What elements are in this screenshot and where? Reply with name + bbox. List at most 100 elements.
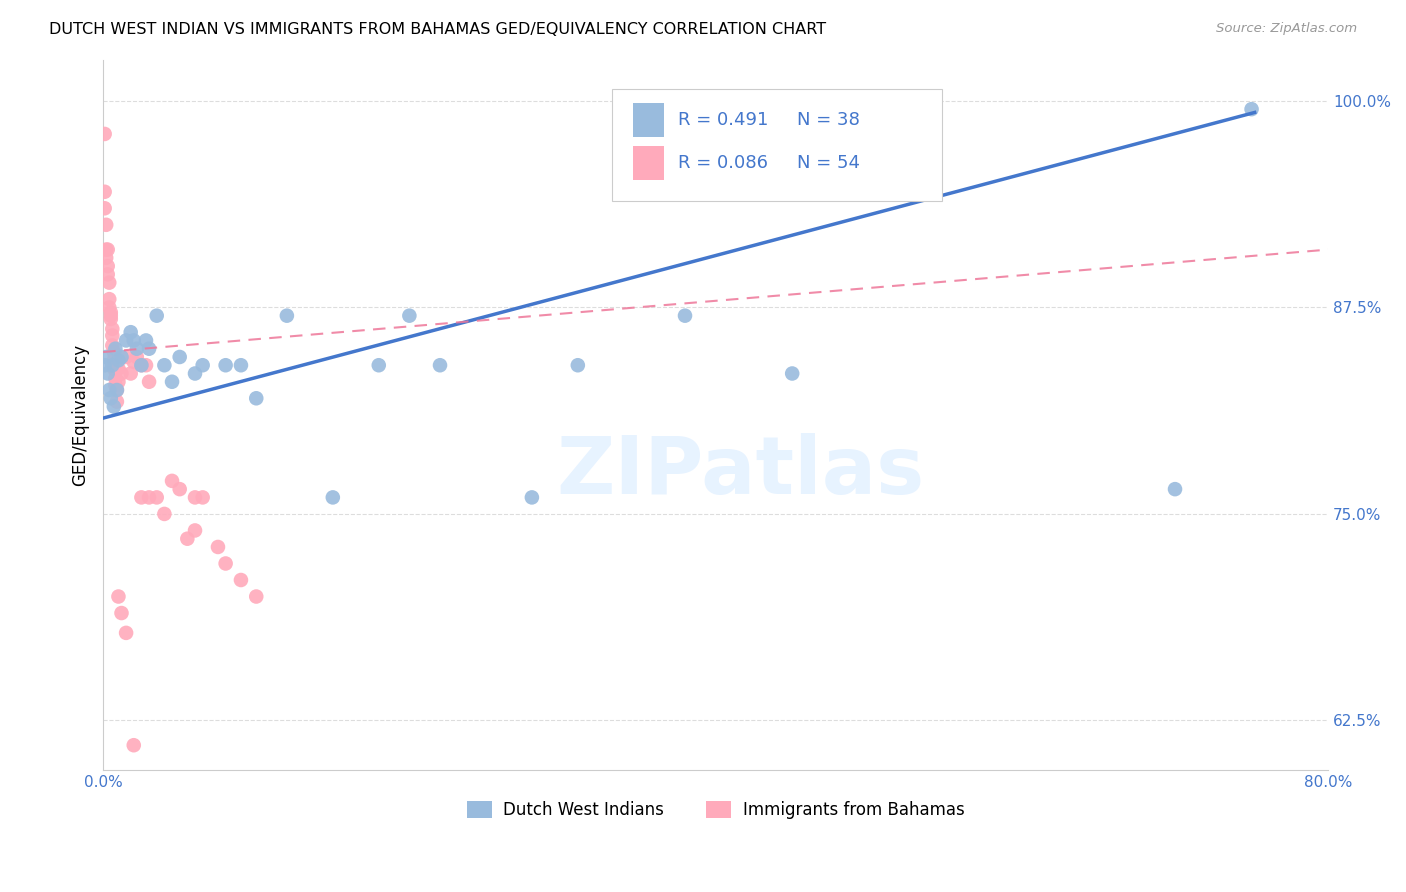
Point (97, 243, 120, 257)
Point (122, 355, 145, 369)
Text: R = 0.086: R = 0.086 (678, 154, 768, 172)
Point (103, 400, 125, 414)
Point (98, 301, 121, 315)
Point (229, 358, 252, 372)
Point (107, 353, 129, 368)
Point (184, 491, 207, 505)
Point (191, 491, 214, 505)
Point (125, 350, 148, 364)
Point (207, 540, 229, 554)
Point (520, 491, 543, 505)
Point (214, 557, 236, 571)
Point (131, 358, 153, 372)
Point (93, 127, 115, 141)
Legend: Dutch West Indians, Immigrants from Bahamas: Dutch West Indians, Immigrants from Baha… (460, 794, 972, 826)
Point (93, 358, 115, 372)
Point (176, 532, 198, 546)
Point (115, 350, 138, 364)
Point (780, 367, 803, 381)
Text: N = 38: N = 38 (797, 112, 860, 129)
Point (101, 328, 124, 343)
Point (245, 391, 267, 405)
Point (122, 334, 145, 348)
Point (184, 367, 207, 381)
Point (105, 383, 128, 397)
Point (245, 590, 267, 604)
Point (1240, 102, 1263, 116)
Point (122, 738, 145, 752)
Point (93, 185, 115, 199)
Point (1164, 482, 1187, 496)
Point (104, 378, 127, 392)
Point (98, 383, 121, 397)
Point (110, 606, 132, 620)
Point (145, 491, 167, 505)
Point (105, 394, 128, 409)
Point (153, 358, 176, 372)
Point (322, 491, 344, 505)
Text: N = 54: N = 54 (797, 154, 860, 172)
Point (125, 342, 148, 356)
Point (191, 358, 214, 372)
Point (100, 391, 122, 405)
Point (153, 507, 176, 521)
Point (120, 325, 142, 339)
Text: ZIPatlas: ZIPatlas (555, 433, 924, 510)
Point (97, 259, 120, 273)
Point (276, 309, 298, 323)
Point (229, 573, 252, 587)
Point (138, 342, 160, 356)
Point (107, 590, 129, 604)
Point (100, 312, 122, 326)
Point (169, 482, 191, 496)
Text: DUTCH WEST INDIAN VS IMMIGRANTS FROM BAHAMAS GED/EQUIVALENCY CORRELATION CHART: DUTCH WEST INDIAN VS IMMIGRANTS FROM BAH… (49, 22, 827, 37)
Point (107, 375, 129, 389)
Point (160, 375, 183, 389)
Point (567, 358, 589, 372)
Point (184, 524, 207, 538)
Point (104, 361, 127, 376)
Point (110, 367, 132, 381)
Point (100, 305, 122, 319)
Point (103, 361, 125, 376)
Point (97, 367, 120, 381)
Point (107, 361, 129, 376)
Point (100, 309, 122, 323)
Point (101, 338, 124, 352)
Point (135, 334, 157, 348)
Point (104, 342, 127, 356)
Point (98, 292, 121, 306)
Point (429, 358, 451, 372)
Point (120, 367, 142, 381)
Point (93, 202, 115, 216)
Point (138, 375, 160, 389)
Point (97, 268, 120, 282)
Point (145, 309, 167, 323)
Point (131, 491, 153, 505)
Text: Source: ZipAtlas.com: Source: ZipAtlas.com (1216, 22, 1357, 36)
Point (101, 358, 124, 372)
Point (673, 309, 696, 323)
Point (103, 345, 125, 359)
Point (115, 626, 138, 640)
Point (105, 383, 128, 397)
Point (96, 243, 118, 257)
Point (104, 371, 127, 385)
Point (115, 334, 138, 348)
Point (398, 309, 420, 323)
Point (160, 474, 183, 488)
Point (103, 353, 125, 368)
Point (96, 251, 118, 265)
Point (110, 350, 132, 364)
Point (169, 350, 191, 364)
Text: R = 0.491: R = 0.491 (678, 112, 768, 129)
Point (214, 358, 236, 372)
Point (131, 358, 153, 372)
Point (96, 350, 118, 364)
Point (138, 491, 160, 505)
Point (367, 358, 389, 372)
Point (101, 322, 124, 336)
Point (96, 218, 118, 232)
Point (98, 276, 121, 290)
Y-axis label: GED/Equivalency: GED/Equivalency (72, 343, 89, 486)
